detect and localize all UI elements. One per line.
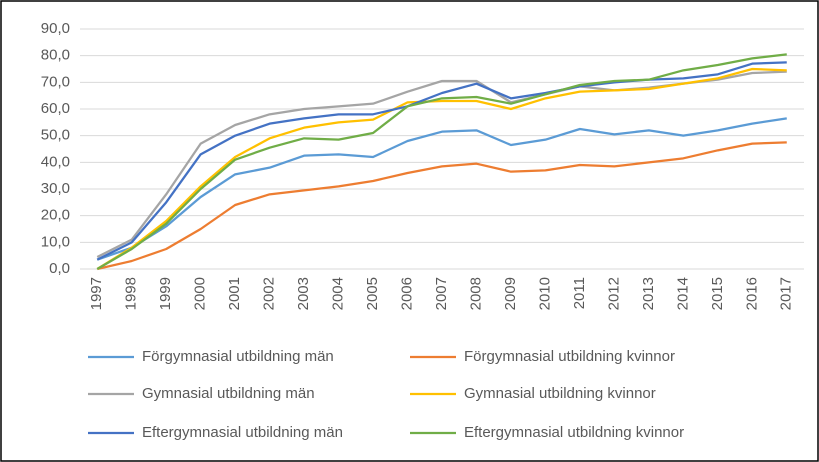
- x-tick-label: 2001: [226, 277, 243, 310]
- series-line: [96, 53, 787, 270]
- x-tick-label: 2014: [674, 277, 691, 310]
- legend-label: Eftergymnasial utbildning män: [142, 424, 343, 441]
- legend-label: Gymnasial utbildning kvinnor: [464, 385, 656, 402]
- x-tick-label: 2003: [295, 277, 312, 310]
- x-tick-label: 2005: [364, 277, 381, 310]
- x-tick-label: 2006: [398, 277, 415, 310]
- x-tick-label: 2016: [743, 277, 760, 310]
- x-tick-label: 2002: [261, 277, 278, 310]
- x-tick-label: 1997: [88, 277, 105, 310]
- y-tick-label: 70,0: [41, 73, 70, 90]
- y-tick-label: 10,0: [41, 233, 70, 250]
- y-tick-label: 80,0: [41, 47, 70, 64]
- x-tick-label: 2013: [640, 277, 657, 310]
- y-tick-label: 60,0: [41, 100, 70, 117]
- x-tick-label: 2009: [502, 277, 519, 310]
- y-tick-label: 40,0: [41, 153, 70, 170]
- x-tick-label: 2011: [571, 277, 588, 309]
- x-tick-label: 2017: [778, 277, 795, 310]
- x-tick-label: 1998: [123, 277, 140, 310]
- x-tick-label: 2015: [709, 277, 726, 310]
- series-line: [96, 141, 787, 271]
- y-tick-label: 90,0: [41, 20, 70, 37]
- legend-label: Eftergymnasial utbildning kvinnor: [464, 424, 684, 441]
- series-line: [96, 67, 787, 270]
- x-tick-label: 1999: [157, 277, 174, 310]
- x-tick-label: 2000: [192, 277, 209, 310]
- y-tick-label: 50,0: [41, 127, 70, 144]
- x-tick-label: 2008: [467, 277, 484, 310]
- series-line: [96, 61, 787, 261]
- series-line: [96, 117, 787, 261]
- x-tick-label: 2010: [536, 277, 553, 310]
- y-tick-label: 20,0: [41, 207, 70, 224]
- y-tick-label: 0,0: [49, 260, 70, 277]
- x-tick-label: 2012: [605, 277, 622, 310]
- legend-label: Förgymnasial utbildning kvinnor: [464, 348, 675, 365]
- x-tick-label: 2007: [433, 277, 450, 310]
- legend-label: Förgymnasial utbildning män: [142, 348, 334, 365]
- y-tick-label: 30,0: [41, 180, 70, 197]
- x-tick-label: 2004: [330, 277, 347, 310]
- legend-label: Gymnasial utbildning män: [142, 385, 315, 402]
